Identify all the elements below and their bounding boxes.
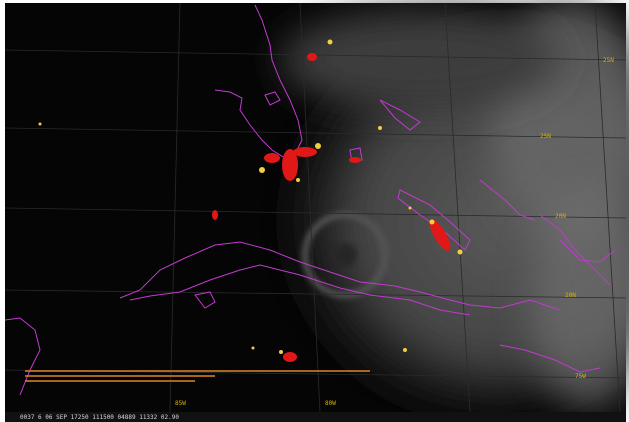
footer-text: 0037 6 06 SEP 17250 111500 04889 11332 0… — [20, 414, 179, 421]
cloud-cover — [240, 0, 629, 410]
grid-lines — [4, 2, 627, 413]
grid-label: 20N — [555, 213, 566, 220]
grid-label: 20N — [565, 292, 576, 299]
grid-label: 25N — [540, 133, 551, 140]
grid-label: 75W — [575, 373, 586, 380]
coastlines — [4, 4, 616, 396]
footer-bar — [5, 412, 626, 422]
city-lights — [38, 39, 463, 362]
grid-label: 85W — [175, 400, 186, 407]
grid-label: 80W — [325, 400, 336, 407]
annotation-strip — [25, 370, 370, 382]
grid-label: 25N — [603, 57, 614, 64]
